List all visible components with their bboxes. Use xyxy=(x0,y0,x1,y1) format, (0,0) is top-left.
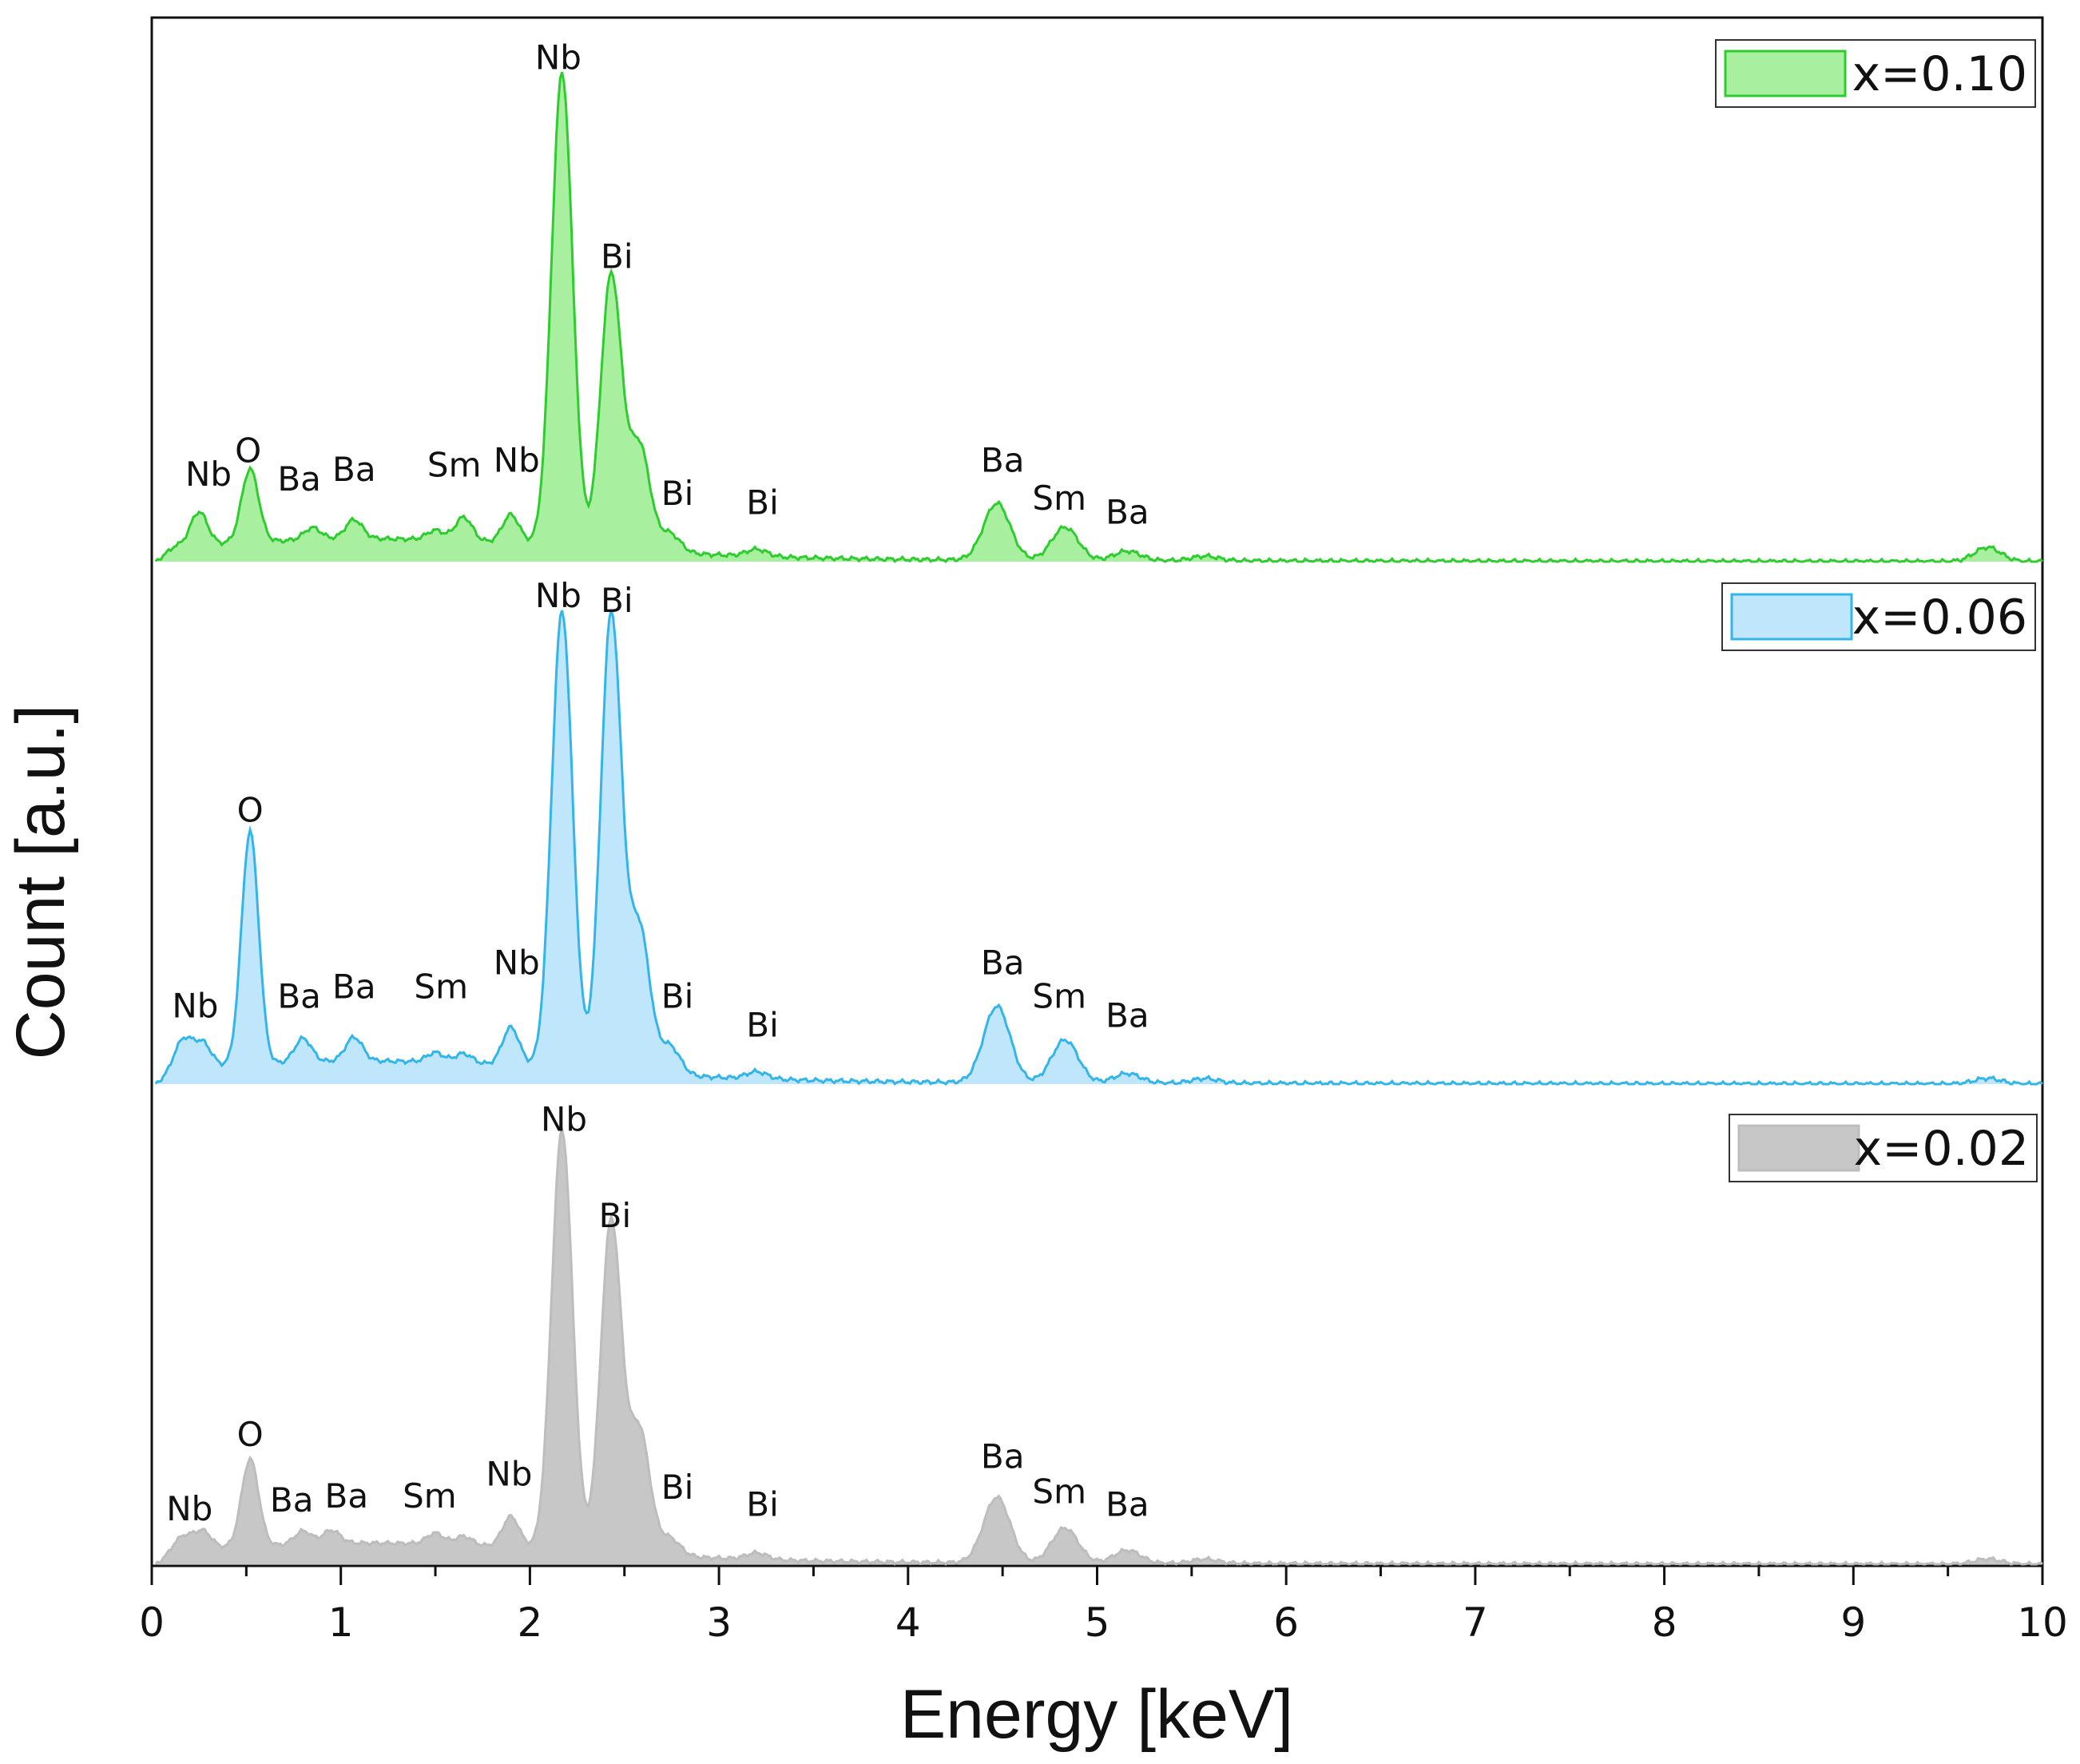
x-tick-label: 9 xyxy=(1840,1599,1866,1646)
peak-label: Ba xyxy=(1105,493,1149,532)
peak-label: Bi xyxy=(661,1468,693,1507)
peak-label: Ba xyxy=(270,1480,314,1520)
x-axis-title: Energy [keV] xyxy=(900,1676,1293,1753)
legend-label: x=0.10 xyxy=(1852,46,2027,102)
x-tick-label: 4 xyxy=(895,1599,921,1646)
x-tick-label: 2 xyxy=(517,1599,542,1646)
peak-label: Ba xyxy=(1105,995,1149,1035)
peak-label: Ba xyxy=(325,1476,369,1516)
peak-label: Sm xyxy=(414,967,468,1007)
peak-label: Sm xyxy=(1032,479,1086,518)
plot-frame xyxy=(150,16,2044,1567)
peak-label: Nb xyxy=(494,440,540,479)
x-tick-label: 5 xyxy=(1085,1599,1110,1646)
x-tick-label: 0 xyxy=(139,1599,165,1646)
legend-label: x=0.02 xyxy=(1854,1121,2029,1177)
peak-label: Nb xyxy=(541,1100,587,1139)
peak-label: Bi xyxy=(746,1485,778,1524)
peak-label: Bi xyxy=(601,236,633,276)
peak-label: Sm xyxy=(427,445,482,484)
legend: x=0.02 xyxy=(1729,1114,2038,1182)
legend-swatch xyxy=(1737,1124,1860,1172)
x-axis: 0 1 2 3 4 5 6 7 8 9 10 xyxy=(139,1566,2068,1646)
peak-label: Ba xyxy=(981,944,1025,983)
peak-label: Bi xyxy=(661,474,693,513)
spectrum-line xyxy=(154,1125,2043,1567)
spectrum-fill xyxy=(155,610,2043,1084)
x-tick-label: 3 xyxy=(706,1599,732,1646)
spectrum-fill xyxy=(155,1129,2043,1564)
peak-label: Ba xyxy=(1105,1485,1149,1524)
x-tick-label: 1 xyxy=(328,1599,354,1646)
peak-label: Ba xyxy=(981,1436,1025,1476)
legend-label: x=0.06 xyxy=(1852,590,2027,646)
peak-label: Ba xyxy=(332,450,376,489)
peak-label: Sm xyxy=(403,1476,457,1516)
spectrum-line xyxy=(154,609,2043,1087)
peak-label: Sm xyxy=(1032,1472,1086,1511)
peak-label: Nb xyxy=(535,576,582,615)
peak-label: Bi xyxy=(746,1005,778,1044)
y-axis-title: Count [a.u.] xyxy=(2,705,79,1060)
peak-label: O xyxy=(237,791,264,830)
x-tick-label: 6 xyxy=(1273,1599,1299,1646)
peak-label: Sm xyxy=(1032,977,1086,1016)
peak-label: Nb xyxy=(535,38,582,77)
x-tick-label: 7 xyxy=(1463,1599,1488,1646)
spectrum-fill xyxy=(155,72,2043,562)
peak-label: O xyxy=(237,1415,264,1454)
x-tick-label: 8 xyxy=(1652,1599,1677,1646)
peak-label: Nb xyxy=(486,1454,532,1493)
x-tick-label: 10 xyxy=(2017,1599,2068,1646)
peak-label: Ba xyxy=(277,977,321,1016)
peak-label: Nb xyxy=(494,944,540,983)
peak-label: O xyxy=(235,431,261,471)
legend: x=0.10 xyxy=(1715,39,2036,108)
peak-label: Ba xyxy=(981,440,1025,479)
legend-swatch xyxy=(1724,50,1847,97)
peak-label: Bi xyxy=(601,581,633,620)
peak-label: Nb xyxy=(172,986,218,1025)
peak-label: Nb xyxy=(166,1489,212,1528)
legend-swatch xyxy=(1730,593,1853,641)
peak-label: Bi xyxy=(661,977,693,1016)
peak-label: Ba xyxy=(277,459,321,499)
peak-label: Nb xyxy=(185,455,232,494)
peak-label: Bi xyxy=(599,1196,631,1235)
peak-label: Bi xyxy=(746,483,778,522)
legend: x=0.06 xyxy=(1721,582,2036,651)
peak-label: Ba xyxy=(332,967,376,1007)
spectrum-line xyxy=(154,71,2043,564)
